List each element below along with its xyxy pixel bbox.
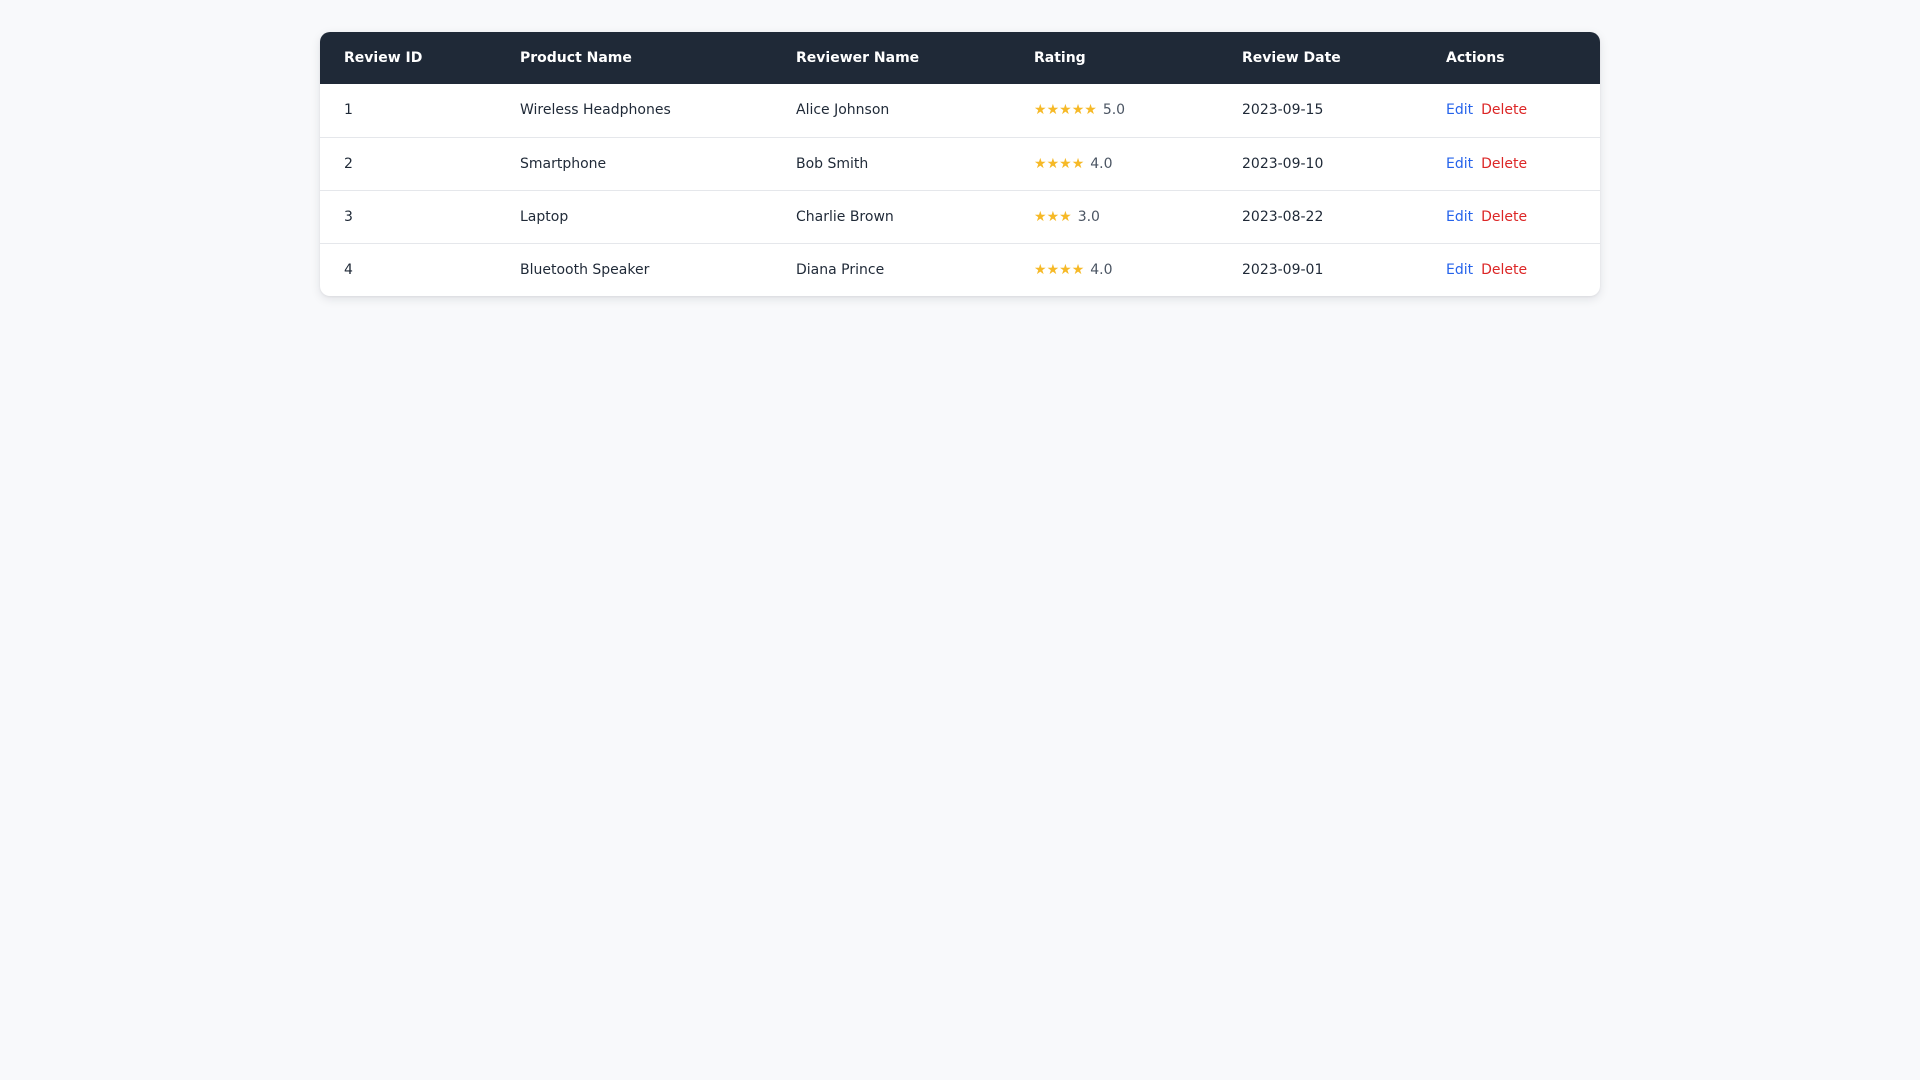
header-actions: Actions bbox=[1446, 50, 1505, 66]
reviews-table: Review ID Product Name Reviewer Name Rat… bbox=[320, 32, 1600, 296]
star-icon: ★ bbox=[1071, 155, 1085, 172]
delete-link[interactable]: Delete bbox=[1481, 155, 1528, 172]
cell-review-id: 4 bbox=[344, 261, 353, 278]
edit-link[interactable]: Edit bbox=[1446, 102, 1474, 119]
cell-review-id: 1 bbox=[344, 102, 353, 119]
table-body: 1 Wireless Headphones Alice Johnson ★★★★… bbox=[320, 84, 1600, 296]
cell-review-date: 2023-09-01 bbox=[1242, 261, 1324, 278]
delete-link[interactable]: Delete bbox=[1481, 102, 1528, 119]
star-icon: ★ bbox=[1046, 208, 1060, 225]
rating-value: 5.0 bbox=[1102, 102, 1126, 119]
delete-link[interactable]: Delete bbox=[1481, 261, 1528, 278]
cell-product-name: Smartphone bbox=[520, 155, 607, 172]
rating-stars: ★★★★★ bbox=[1034, 102, 1097, 118]
cell-review-id: 2 bbox=[344, 155, 353, 172]
reviews-table-card: Review ID Product Name Reviewer Name Rat… bbox=[320, 32, 1600, 296]
cell-product-name: Laptop bbox=[520, 208, 569, 225]
edit-link[interactable]: Edit bbox=[1446, 261, 1474, 278]
cell-reviewer-name: Charlie Brown bbox=[796, 208, 894, 225]
cell-reviewer-name: Bob Smith bbox=[796, 155, 869, 172]
table-row: 4 Bluetooth Speaker Diana Prince ★★★★ 4.0… bbox=[320, 243, 1600, 296]
table-header: Review ID Product Name Reviewer Name Rat… bbox=[320, 32, 1600, 84]
cell-review-id: 3 bbox=[344, 208, 353, 225]
star-icon: ★ bbox=[1071, 261, 1085, 278]
table-row: 1 Wireless Headphones Alice Johnson ★★★★… bbox=[320, 84, 1600, 137]
rating-stars: ★★★★ bbox=[1034, 262, 1084, 278]
star-icon: ★ bbox=[1034, 102, 1047, 119]
cell-actions: Edit Delete bbox=[1422, 243, 1600, 296]
cell-actions: Edit Delete bbox=[1422, 137, 1600, 190]
table-row: 2 Smartphone Bob Smith ★★★★ 4.0 2023-09-1… bbox=[320, 137, 1600, 190]
header-reviewer-name: Reviewer Name bbox=[796, 50, 920, 66]
rating-value: 4.0 bbox=[1090, 261, 1113, 278]
edit-link[interactable]: Edit bbox=[1446, 155, 1474, 172]
header-review-id: Review ID bbox=[344, 50, 423, 66]
star-icon: ★ bbox=[1034, 155, 1047, 172]
star-icon: ★ bbox=[1059, 261, 1072, 278]
edit-link[interactable]: Edit bbox=[1446, 208, 1474, 225]
rating-stars: ★★★★ bbox=[1034, 156, 1084, 172]
rating-stars: ★★★ bbox=[1034, 209, 1072, 225]
cell-product-name: Wireless Headphones bbox=[520, 102, 671, 119]
cell-review-date: 2023-09-10 bbox=[1242, 155, 1324, 172]
cell-rating: ★★★★ 4.0 bbox=[1010, 137, 1218, 190]
rating-value: 3.0 bbox=[1077, 208, 1100, 225]
cell-review-date: 2023-09-15 bbox=[1242, 102, 1324, 119]
header-rating: Rating bbox=[1034, 50, 1086, 66]
cell-reviewer-name: Alice Johnson bbox=[796, 102, 890, 119]
header-review-date: Review Date bbox=[1242, 50, 1341, 66]
star-icon: ★ bbox=[1059, 155, 1072, 172]
star-icon: ★ bbox=[1059, 208, 1072, 225]
star-icon: ★ bbox=[1046, 155, 1060, 172]
cell-reviewer-name: Diana Prince bbox=[796, 261, 885, 278]
star-icon: ★ bbox=[1046, 102, 1060, 119]
cell-product-name: Bluetooth Speaker bbox=[520, 261, 650, 278]
cell-rating: ★★★★★ 5.0 bbox=[1010, 84, 1218, 137]
star-icon: ★ bbox=[1071, 102, 1085, 119]
star-icon: ★ bbox=[1046, 261, 1060, 278]
star-icon: ★ bbox=[1034, 208, 1047, 225]
star-icon: ★ bbox=[1084, 102, 1097, 119]
cell-actions: Edit Delete bbox=[1422, 190, 1600, 243]
cell-actions: Edit Delete bbox=[1422, 84, 1600, 137]
cell-rating: ★★★ 3.0 bbox=[1010, 190, 1218, 243]
delete-link[interactable]: Delete bbox=[1481, 208, 1528, 225]
cell-review-date: 2023-08-22 bbox=[1242, 208, 1324, 225]
cell-rating: ★★★★ 4.0 bbox=[1010, 243, 1218, 296]
rating-value: 4.0 bbox=[1090, 155, 1113, 172]
table-header-row: Review ID Product Name Reviewer Name Rat… bbox=[320, 32, 1600, 84]
star-icon: ★ bbox=[1034, 261, 1047, 278]
table-row: 3 Laptop Charlie Brown ★★★ 3.0 2023-08-22… bbox=[320, 190, 1600, 243]
header-product-name: Product Name bbox=[520, 50, 632, 66]
star-icon: ★ bbox=[1059, 102, 1072, 119]
